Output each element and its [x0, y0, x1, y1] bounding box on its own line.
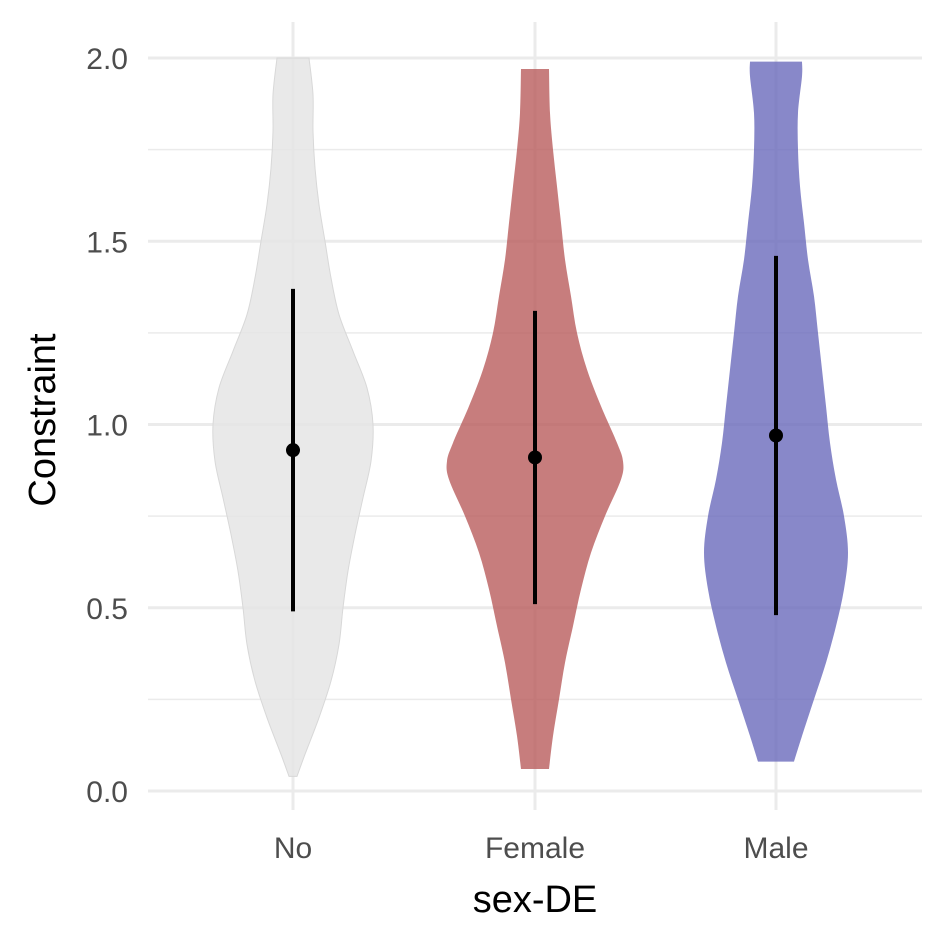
- summary-point-male: [769, 428, 783, 442]
- y-tick-label: 0.0: [86, 776, 128, 809]
- summary-point-no: [286, 443, 300, 457]
- y-tick-label: 0.5: [86, 593, 128, 626]
- y-tick-label: 1.5: [86, 226, 128, 259]
- x-tick-label: No: [274, 832, 312, 865]
- x-tick-label: Female: [485, 832, 585, 865]
- y-tick-label: 2.0: [86, 43, 128, 76]
- y-tick-label: 1.0: [86, 410, 128, 443]
- x-tick-label: Male: [743, 832, 808, 865]
- x-axis-title: sex-DE: [473, 879, 598, 921]
- violins: [213, 58, 848, 776]
- y-axis-ticks: 0.0 0.5 1.0 1.5 2.0: [86, 43, 128, 809]
- y-axis-title: Constraint: [22, 333, 64, 507]
- summary-point-female: [528, 450, 542, 464]
- x-axis-ticks: No Female Male: [274, 832, 809, 865]
